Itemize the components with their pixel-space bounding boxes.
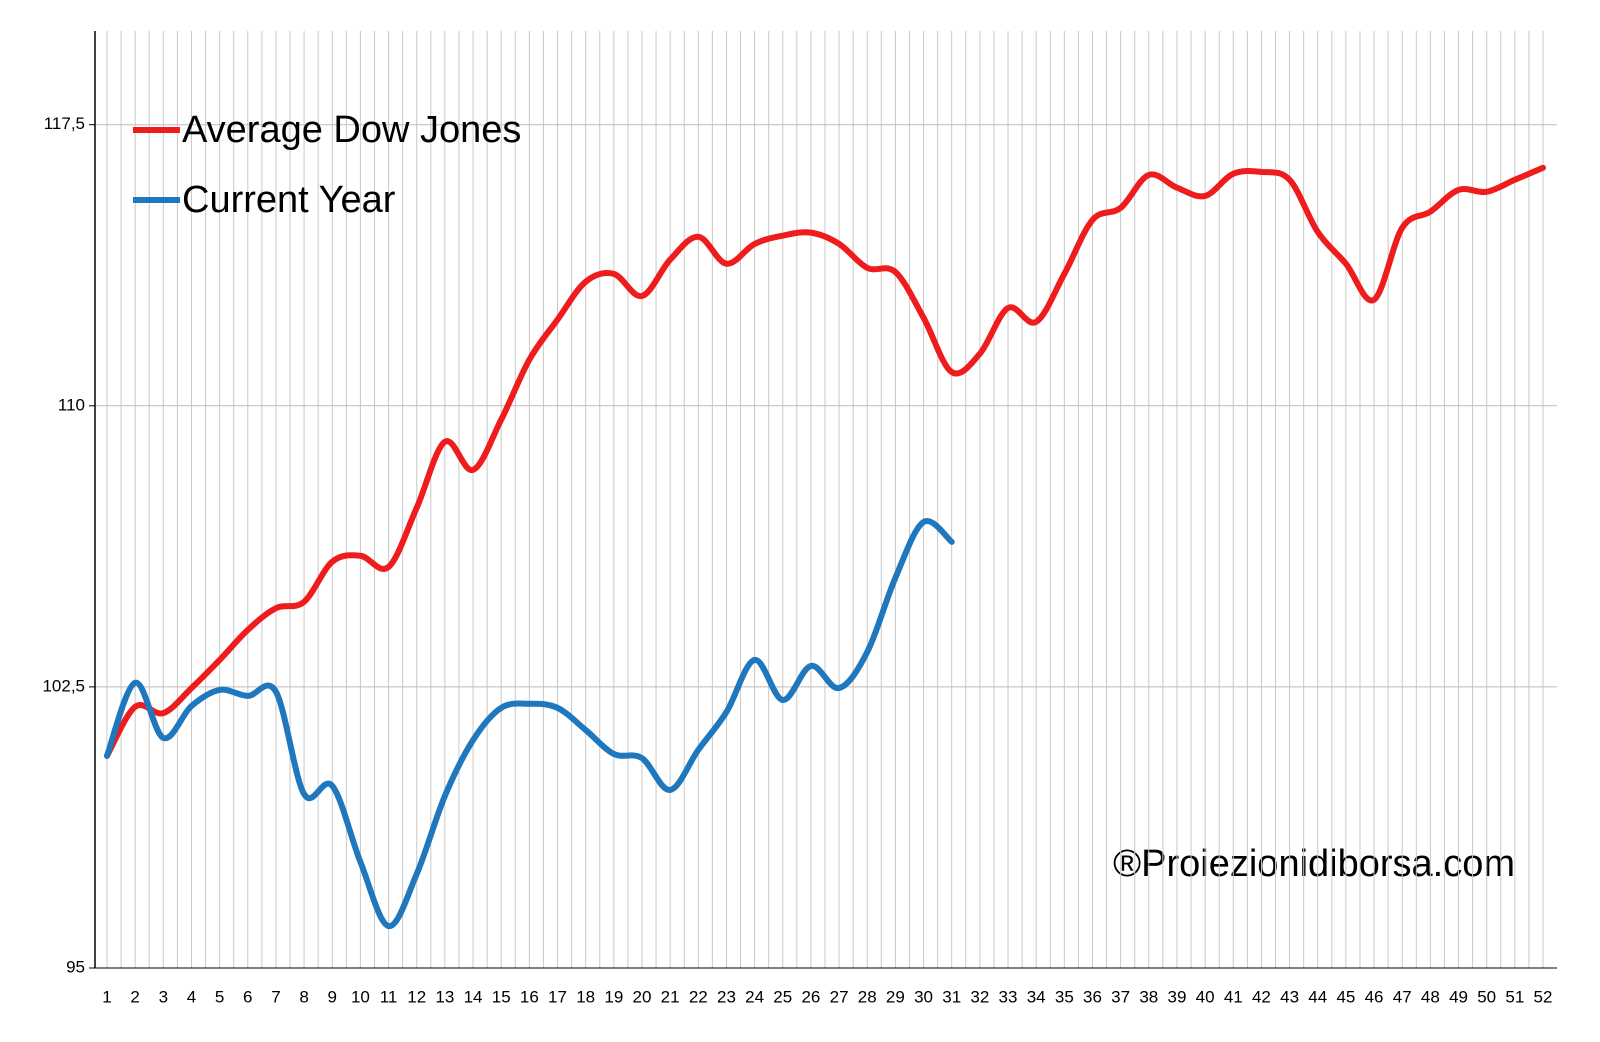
x-tick-label: 48 xyxy=(1421,987,1440,1006)
x-tick-label: 46 xyxy=(1365,987,1384,1006)
y-tick-label: 110 xyxy=(58,395,85,414)
x-tick-label: 22 xyxy=(689,987,708,1006)
x-tick-label: 41 xyxy=(1224,987,1243,1006)
x-tick-label: 43 xyxy=(1280,987,1299,1006)
x-tick-label: 39 xyxy=(1167,987,1186,1006)
y-tick-label: 117,5 xyxy=(44,114,85,133)
x-tick-label: 44 xyxy=(1308,987,1327,1006)
legend-label: Average Dow Jones xyxy=(182,109,521,151)
x-tick-label: 14 xyxy=(464,987,483,1006)
x-tick-label: 25 xyxy=(773,987,792,1006)
x-tick-label: 36 xyxy=(1083,987,1102,1006)
x-tick-label: 9 xyxy=(328,987,337,1006)
x-tick-label: 28 xyxy=(858,987,877,1006)
x-tick-label: 1 xyxy=(102,987,111,1006)
x-tick-label: 13 xyxy=(435,987,454,1006)
x-tick-label: 33 xyxy=(999,987,1018,1006)
series-line xyxy=(104,164,1546,759)
x-tick-label: 18 xyxy=(576,987,595,1006)
x-tick-label: 47 xyxy=(1393,987,1412,1006)
x-tick-label: 50 xyxy=(1477,987,1496,1006)
legend-label: Current Year xyxy=(182,179,396,221)
x-tick-label: 29 xyxy=(886,987,905,1006)
x-tick-label: 2 xyxy=(130,987,139,1006)
series-line xyxy=(104,518,955,930)
x-tick-label: 51 xyxy=(1505,987,1524,1006)
x-tick-label: 21 xyxy=(661,987,680,1006)
annotation: ®Proiezionidiborsa.com xyxy=(1113,843,1515,885)
x-tick-label: 8 xyxy=(299,987,308,1006)
x-tick-label: 52 xyxy=(1534,987,1553,1006)
x-tick-label: 15 xyxy=(492,987,511,1006)
x-tick-label: 5 xyxy=(215,987,224,1006)
x-tick-label: 20 xyxy=(633,987,652,1006)
x-tick-label: 7 xyxy=(271,987,280,1006)
x-tick-label: 19 xyxy=(604,987,623,1006)
x-tick-label: 6 xyxy=(243,987,252,1006)
x-tick-label: 38 xyxy=(1139,987,1158,1006)
x-tick-label: 42 xyxy=(1252,987,1271,1006)
x-tick-label: 17 xyxy=(548,987,567,1006)
x-tick-label: 30 xyxy=(914,987,933,1006)
x-tick-label: 37 xyxy=(1111,987,1130,1006)
x-tick-label: 26 xyxy=(801,987,820,1006)
x-tick-label: 27 xyxy=(830,987,849,1006)
x-tick-label: 3 xyxy=(159,987,168,1006)
x-tick-label: 45 xyxy=(1336,987,1355,1006)
x-tick-label: 4 xyxy=(187,987,196,1006)
y-tick-label: 95 xyxy=(66,957,85,976)
x-tick-label: 16 xyxy=(520,987,539,1006)
x-tick-label: 12 xyxy=(407,987,426,1006)
x-tick-label: 10 xyxy=(351,987,370,1006)
x-tick-label: 23 xyxy=(717,987,736,1006)
x-tick-label: 49 xyxy=(1449,987,1468,1006)
x-tick-label: 40 xyxy=(1196,987,1215,1006)
x-tick-label: 11 xyxy=(380,987,398,1006)
x-tick-label: 35 xyxy=(1055,987,1074,1006)
y-tick-label: 102,5 xyxy=(42,676,85,695)
x-tick-label: 24 xyxy=(745,987,764,1006)
x-tick-label: 32 xyxy=(970,987,989,1006)
x-tick-label: 31 xyxy=(942,987,961,1006)
x-tick-label: 34 xyxy=(1027,987,1046,1006)
